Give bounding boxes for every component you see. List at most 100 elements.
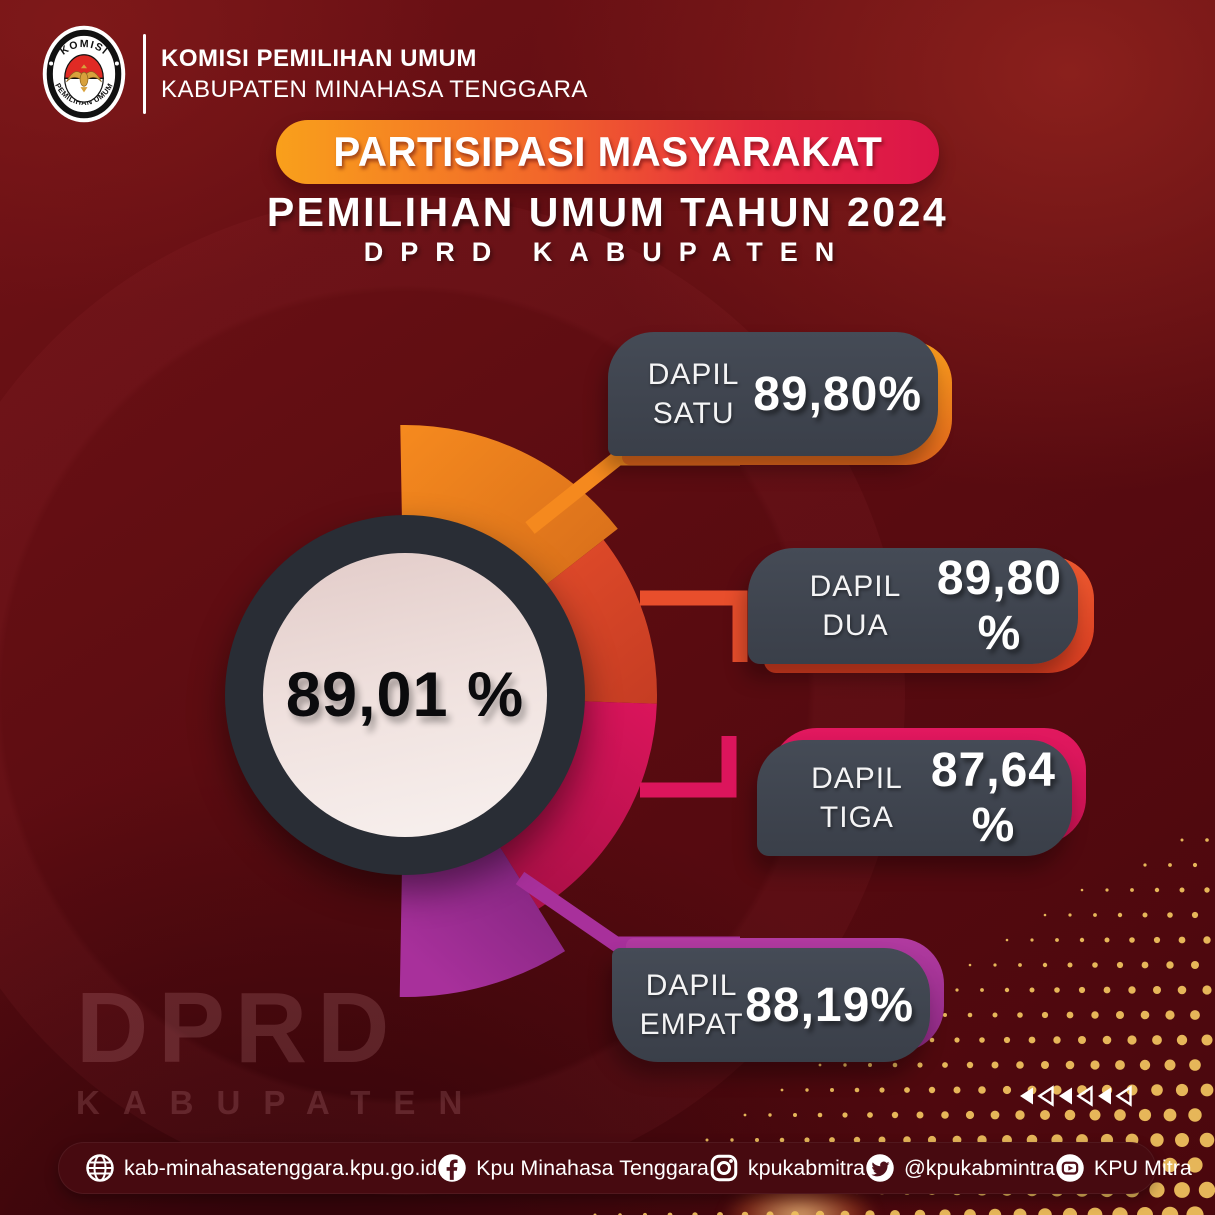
gold-dot: [865, 1210, 875, 1215]
gold-dot: [1204, 887, 1210, 893]
gold-dot: [791, 1211, 799, 1215]
globe-icon: [86, 1154, 114, 1182]
gold-dot: [967, 1012, 973, 1018]
dapil-satu-card: DAPIL SATU 89,80%: [608, 332, 952, 465]
gold-dot: [1165, 1010, 1175, 1020]
gold-dot: [1205, 838, 1209, 842]
gold-dot: [991, 1061, 999, 1069]
title-banner: PARTISIPASI MASYARAKAT: [275, 120, 940, 184]
gold-dot: [929, 1037, 935, 1043]
gold-dot: [705, 1138, 709, 1142]
footer-facebook: Kpu Minahasa Tenggara: [437, 1153, 709, 1183]
gold-dot: [1127, 1035, 1137, 1045]
gold-dot: [743, 1113, 747, 1117]
org-region: KABUPATEN MINAHASA TENGGARA: [161, 76, 588, 103]
gold-dot: [1043, 913, 1047, 917]
gold-dot: [953, 1086, 961, 1094]
gold-dot: [1154, 887, 1160, 893]
footer-twitter: @kpukabmintra: [865, 1153, 1055, 1183]
gold-dot: [1191, 911, 1199, 919]
gold-dot: [805, 1088, 809, 1092]
footer-instagram: kpukabmitra: [709, 1153, 865, 1183]
gold-dot: [1041, 1011, 1049, 1019]
gold-dot: [1116, 1011, 1124, 1019]
footer-website: kab-minahasatenggara.kpu.go.id: [85, 1153, 437, 1183]
gold-dot: [1018, 963, 1022, 967]
youtube-icon: [1056, 1154, 1084, 1182]
gold-dot: [1179, 887, 1185, 893]
title-banner-text: PARTISIPASI MASYARAKAT: [333, 128, 882, 175]
facebook-icon: [438, 1154, 466, 1182]
gold-dot: [717, 1212, 723, 1215]
gold-dot: [1017, 1012, 1023, 1018]
gold-dot: [1174, 1182, 1190, 1198]
gold-dot: [730, 1138, 734, 1142]
gold-dot: [1203, 936, 1211, 944]
gold-dot: [1062, 1207, 1078, 1215]
garuda-icon: [66, 64, 102, 93]
gold-dot: [1168, 863, 1172, 867]
gold-dot: [692, 1212, 698, 1215]
footer-youtube: KPU Mitra: [1055, 1153, 1192, 1183]
gold-dot: [1116, 961, 1124, 969]
gold-dot: [1066, 1011, 1074, 1019]
gold-dot: [1142, 912, 1148, 918]
twitter-icon: [866, 1154, 894, 1182]
gold-dot: [1102, 1035, 1112, 1045]
gold-dot: [829, 1137, 835, 1143]
gold-dot: [843, 1063, 847, 1067]
gold-dot: [1041, 1061, 1049, 1069]
gold-dot: [1137, 1207, 1153, 1215]
gold-dot: [1078, 1036, 1086, 1044]
gold-dot: [1180, 838, 1184, 842]
gold-dot: [1038, 1208, 1052, 1215]
gold-dot: [1093, 913, 1097, 917]
gold-dot: [1042, 962, 1048, 968]
header: KOMISI PEMILIHAN UMUM KOMISI PEMILIHAN U…: [40, 24, 588, 124]
gold-dot: [1202, 985, 1212, 995]
gold-dot: [1152, 1035, 1162, 1045]
gold-dot: [942, 1062, 948, 1068]
gold-dot: [780, 1088, 784, 1092]
gold-dot: [868, 1063, 872, 1067]
gold-dot: [904, 1087, 910, 1093]
gold-dot: [878, 1136, 886, 1144]
gold-dot: [804, 1137, 810, 1143]
gold-dot: [1175, 1133, 1189, 1147]
title-block: PARTISIPASI MASYARAKAT PEMILIHAN UMUM TA…: [0, 120, 1215, 268]
gold-dot: [1005, 938, 1009, 942]
gold-dot: [667, 1212, 673, 1215]
gold-dot: [1153, 936, 1161, 944]
gold-dot: [1064, 1109, 1076, 1121]
gold-dot: [879, 1087, 885, 1093]
gold-dot: [1138, 1108, 1152, 1122]
gold-dot: [830, 1088, 834, 1092]
gold-dot: [966, 1061, 974, 1069]
gold-dot: [1198, 1181, 1215, 1199]
gold-dot: [890, 1210, 900, 1215]
gold-dot: [1114, 1109, 1126, 1121]
chevron-triangle-icon: [1037, 1085, 1054, 1107]
gold-dot: [1190, 1010, 1200, 1020]
gold-dot: [840, 1210, 850, 1215]
gold-dot: [914, 1209, 926, 1215]
gold-dot: [1199, 1132, 1215, 1148]
gold-dot: [1178, 936, 1186, 944]
gold-dot: [1186, 1206, 1204, 1215]
gold-dot: [891, 1111, 899, 1119]
gold-dot: [1055, 938, 1059, 942]
gold-dot: [992, 1012, 998, 1018]
gold-dot: [741, 1211, 749, 1215]
overall-percentage: 89,01 %: [285, 660, 525, 730]
gold-dot: [1139, 1059, 1151, 1071]
gold-dot: [818, 1063, 822, 1067]
gold-dot: [980, 988, 984, 992]
dapil-satu-label: DAPIL SATU: [647, 358, 740, 430]
gold-dot: [979, 1037, 985, 1043]
title-subtitle: PEMILIHAN UMUM TAHUN 2024: [266, 189, 949, 235]
gold-dot: [1053, 1036, 1061, 1044]
gold-dot: [1140, 1010, 1150, 1020]
gold-dot: [1068, 913, 1072, 917]
gold-dot: [1129, 937, 1135, 943]
